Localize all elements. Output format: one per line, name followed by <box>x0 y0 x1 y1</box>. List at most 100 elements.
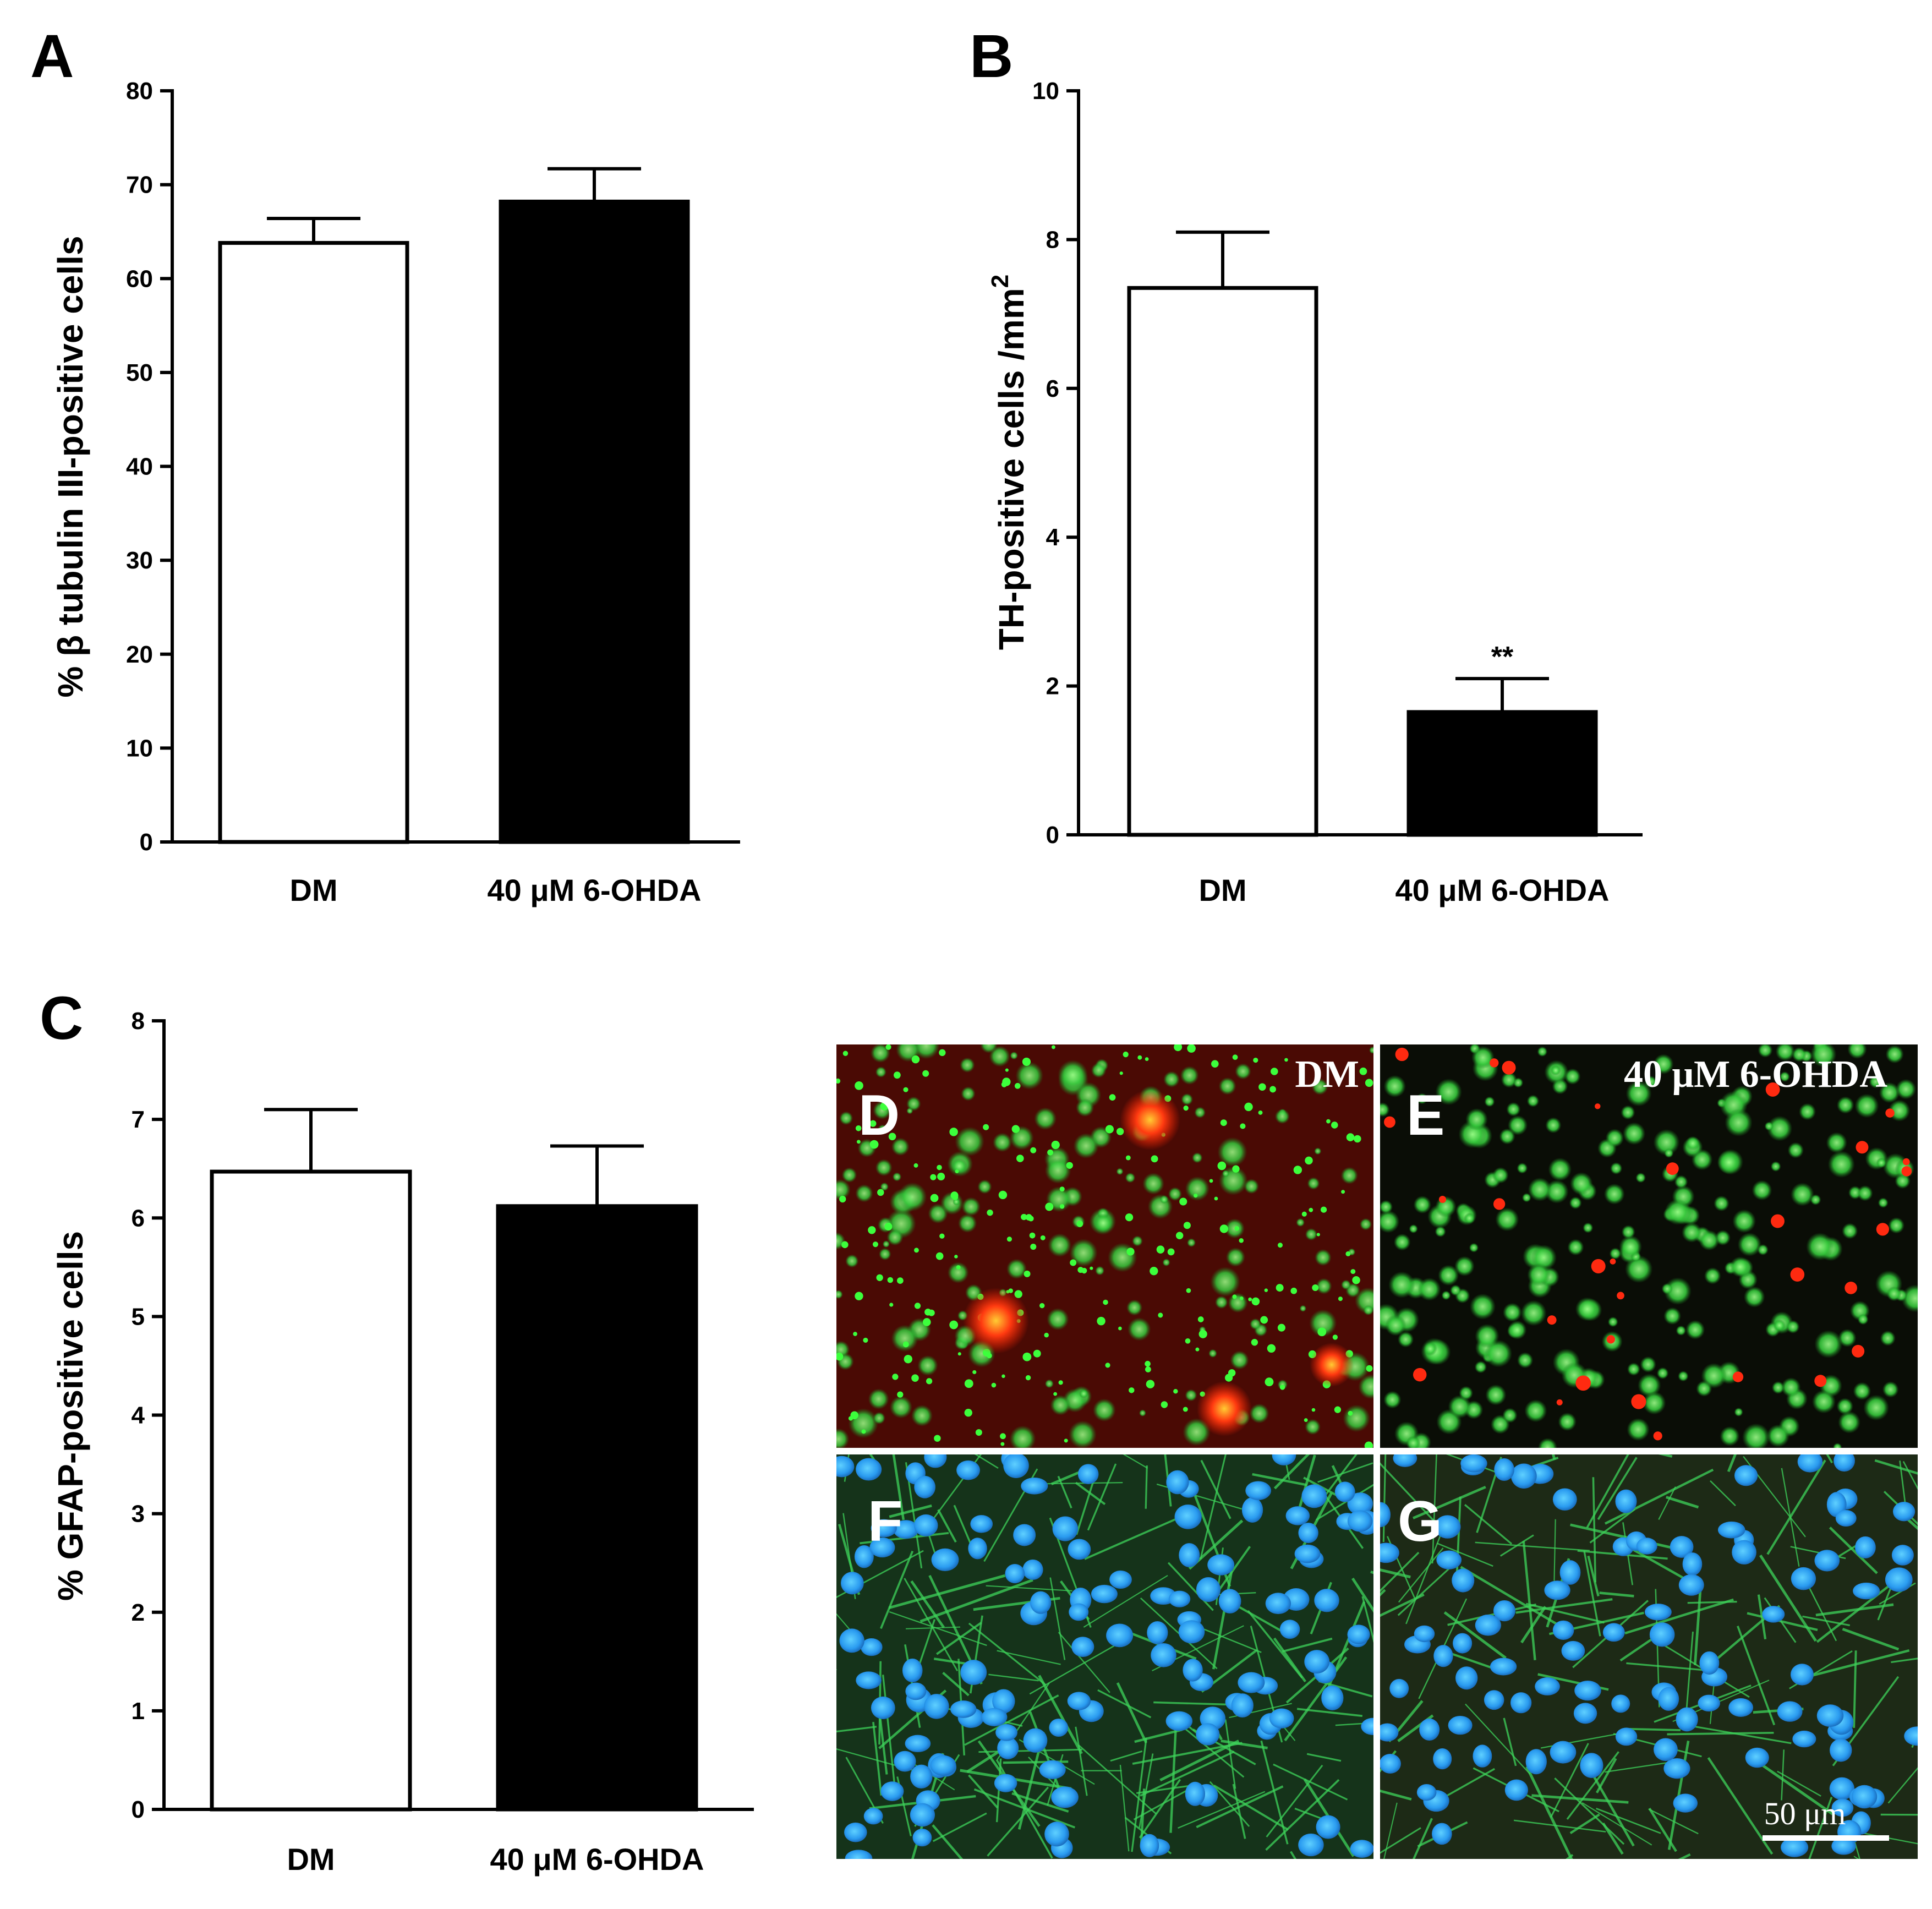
nucleus <box>1178 1620 1205 1644</box>
micrograph-d-cell <box>897 1182 927 1212</box>
glial-process <box>880 1550 914 1629</box>
nucleus <box>1151 1643 1176 1667</box>
micrograph-e-cell <box>1771 1381 1785 1394</box>
micrograph-d-cell <box>1314 1147 1322 1155</box>
micrograph-d-speck <box>1105 1363 1110 1368</box>
micrograph-d-cell <box>891 1137 910 1156</box>
micrograph-e-cell <box>1685 1320 1705 1340</box>
micrograph-e-red-dot <box>1902 1158 1910 1166</box>
nucleus <box>1416 1784 1437 1801</box>
micrograph-e-cell <box>1786 1320 1800 1334</box>
scale-bar-label: 50 μm <box>1764 1796 1846 1831</box>
scale-bar <box>1763 1835 1889 1841</box>
micrograph-e-cell <box>1471 1046 1495 1069</box>
nucleus <box>1559 1560 1581 1585</box>
micrograph-e-cell <box>1838 1411 1860 1434</box>
panel-b-ytick-label-8: 8 <box>1046 226 1059 253</box>
glial-process <box>1119 1764 1130 1852</box>
micrograph-e-cell <box>1734 1407 1743 1417</box>
micrograph-d-speck <box>856 1140 861 1144</box>
micrograph-e-red-dot <box>1653 1431 1662 1441</box>
panel-a-ytick-label-80: 80 <box>126 78 153 105</box>
panel-b-bar-dm <box>1127 286 1318 837</box>
micrograph-d-speck <box>1316 1233 1320 1237</box>
micrograph-e-cell <box>1635 1172 1646 1183</box>
nucleus <box>1316 1815 1340 1839</box>
nucleus <box>871 1696 895 1719</box>
micrograph-e-cell <box>1469 1243 1479 1252</box>
glial-process <box>1597 1457 1638 1520</box>
micrograph-d-cell <box>879 1248 891 1261</box>
micrograph-d-speck <box>1025 1375 1031 1381</box>
nucleus <box>1475 1614 1501 1636</box>
glial-process <box>1029 1711 1064 1799</box>
nucleus <box>1855 1536 1876 1558</box>
micrograph-e-cell <box>1766 1115 1793 1141</box>
micrograph-d-speck <box>1232 1054 1238 1060</box>
nucleus <box>1003 1454 1029 1479</box>
nucleus <box>1510 1463 1537 1489</box>
micrograph-e-cell <box>1863 1394 1890 1421</box>
nucleus <box>1389 1678 1409 1698</box>
micrograph-e-red-dot <box>1606 1335 1615 1344</box>
panel-a-ytick-label-10: 10 <box>126 735 153 762</box>
glial-process <box>1266 1764 1323 1837</box>
micrograph-d-speck <box>1001 1081 1007 1087</box>
micrograph-d-cell <box>1340 1167 1358 1184</box>
nucleus <box>1493 1600 1515 1622</box>
micrograph-e-cell <box>1853 1382 1871 1401</box>
micrograph-e-cell <box>1409 1224 1418 1234</box>
micrograph-e-cell <box>1857 1185 1873 1201</box>
nucleus <box>1218 1589 1241 1613</box>
glial-process <box>1520 1606 1547 1644</box>
micrograph-d-speck <box>841 1241 849 1249</box>
micrograph-e-cell <box>1474 1360 1487 1374</box>
micrograph-e-cell <box>1790 1183 1814 1206</box>
nucleus <box>1448 1715 1473 1735</box>
glial-process <box>1757 1594 1767 1639</box>
micrograph-d-speck <box>869 1140 879 1149</box>
micrograph-e-cell <box>1833 1442 1842 1448</box>
nucleus <box>1494 1458 1514 1481</box>
micrograph-d-th-neuron <box>963 1288 1029 1354</box>
micrograph-d-speck <box>1185 1338 1191 1344</box>
micrograph-e-cell <box>1732 1209 1756 1233</box>
panel-c-ytick-label-4: 4 <box>132 1402 145 1429</box>
nucleus <box>854 1545 874 1568</box>
glial-process <box>1380 1589 1386 1597</box>
micrograph-d-cell <box>1076 1098 1094 1117</box>
micrograph-d-cell <box>1073 1133 1099 1159</box>
micrograph-e-cell <box>1725 1108 1753 1137</box>
micrograph-d-speck <box>1058 1380 1063 1385</box>
nucleus <box>1792 1730 1816 1748</box>
micrograph-d-cell <box>1048 1233 1072 1257</box>
nucleus <box>1022 1559 1043 1580</box>
nucleus <box>1891 1545 1914 1566</box>
micrograph-e-cell <box>1742 1423 1770 1448</box>
micrograph-d-th-neuron <box>1197 1381 1252 1436</box>
micrograph-d-cell <box>992 1133 1012 1152</box>
panel-c-ytick-label-7: 7 <box>132 1106 145 1133</box>
glial-process <box>1475 1541 1590 1552</box>
micrograph-e-cell <box>1879 1082 1900 1103</box>
micrograph-d-speck <box>1158 1312 1163 1318</box>
micrograph-e-cell <box>1435 1226 1446 1238</box>
micrograph-e-cell <box>1775 1044 1795 1062</box>
micrograph-e-red-dot <box>1771 1214 1785 1228</box>
micrograph-d-cell <box>1163 1071 1180 1088</box>
micrograph-e-red-dot <box>1901 1166 1912 1177</box>
micrograph-d-speck <box>911 1055 920 1064</box>
nucleus <box>1745 1747 1769 1768</box>
micrograph-d-cell <box>1359 1218 1372 1230</box>
glial-process <box>1213 1784 1289 1831</box>
glial-process <box>1318 1680 1373 1698</box>
micrograph-d-speck <box>1044 1332 1049 1338</box>
micrograph-e-red-dot <box>1502 1060 1516 1075</box>
micrograph-d-cell <box>880 1182 889 1191</box>
micrograph-d-speck <box>1224 1374 1233 1382</box>
nucleus <box>1347 1492 1373 1515</box>
micrograph-e-cell <box>1743 1286 1765 1308</box>
nucleus <box>861 1638 883 1656</box>
glial-process <box>1853 1650 1857 1728</box>
micrograph-d-cell <box>1235 1063 1251 1080</box>
